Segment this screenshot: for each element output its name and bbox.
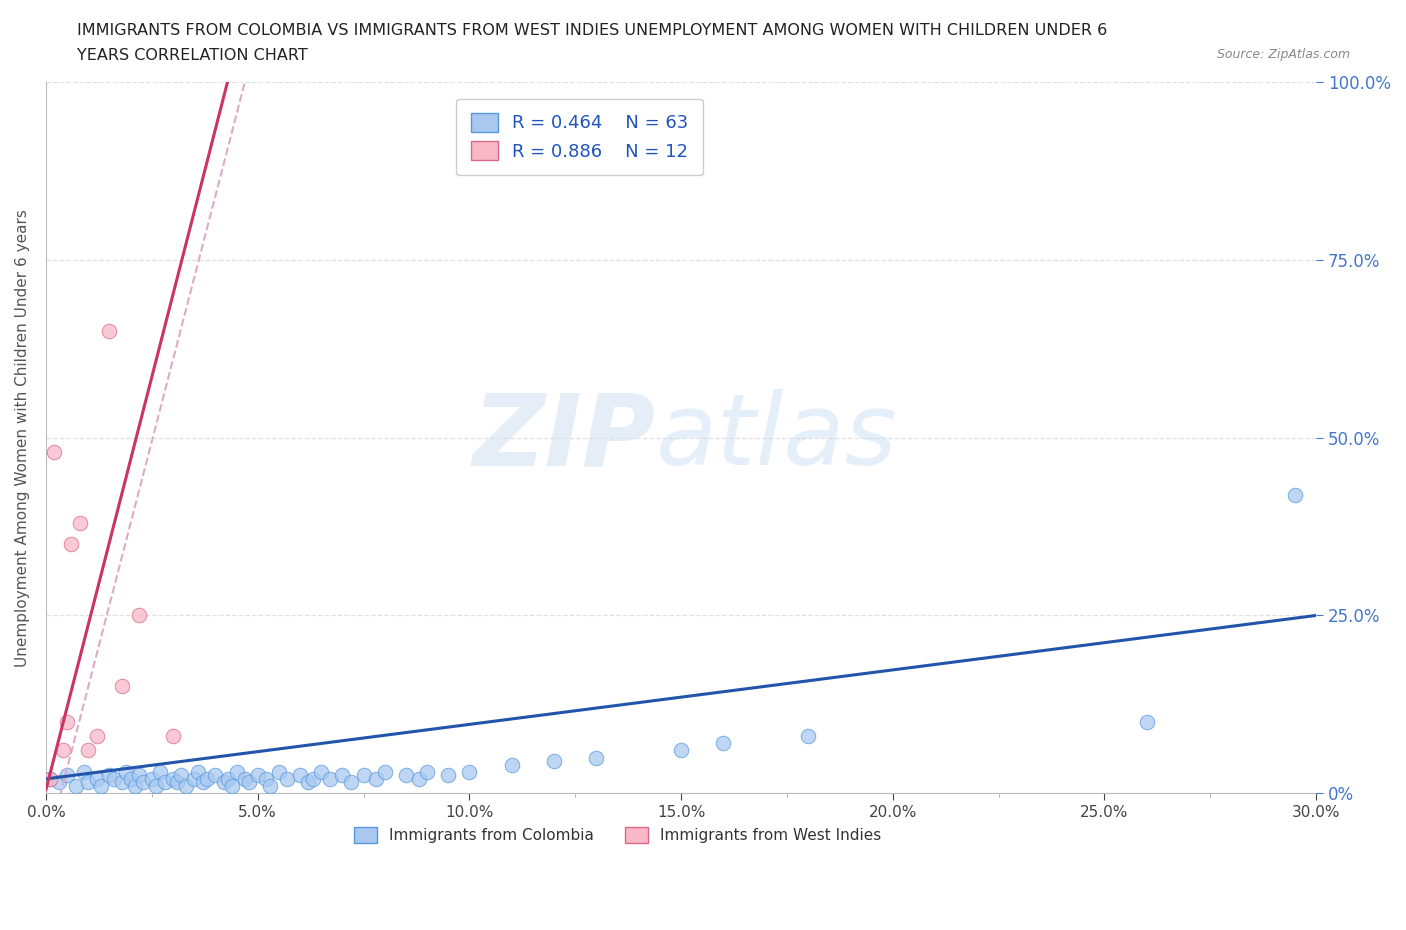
Point [39,772,62,787]
Point [297,775,319,790]
Point [44,445,66,459]
Point [221,778,243,793]
Point [288,768,311,783]
Point [60,537,83,551]
Y-axis label: Unemployment Among Women with Children Under 6 years: Unemployment Among Women with Children U… [15,209,30,667]
Point [713,736,735,751]
Point [212,775,235,790]
Point [111,775,134,790]
Point [543,753,565,768]
Point [183,772,205,787]
Point [166,775,188,790]
Point [204,768,226,783]
Point [233,772,256,787]
Point [149,764,172,779]
Point [128,768,150,783]
Text: atlas: atlas [655,390,897,486]
Point [585,751,607,765]
Point [1284,487,1306,502]
Point [77,775,100,790]
Point [374,764,396,779]
Text: IMMIGRANTS FROM COLOMBIA VS IMMIGRANTS FROM WEST INDIES UNEMPLOYMENT AMONG WOMEN: IMMIGRANTS FROM COLOMBIA VS IMMIGRANTS F… [77,23,1108,38]
Point [73,764,96,779]
Point [259,778,281,793]
Point [267,764,290,779]
Point [111,679,134,694]
Point [1136,714,1159,729]
Point [120,772,142,787]
Point [162,729,184,744]
Point [669,743,692,758]
Point [395,768,418,783]
Point [238,775,260,790]
Text: YEARS CORRELATION CHART: YEARS CORRELATION CHART [77,48,308,63]
Point [103,772,125,787]
Point [56,768,79,783]
Point [39,772,62,787]
Point [366,772,388,787]
Point [254,772,277,787]
Point [141,772,163,787]
Point [330,768,353,783]
Point [132,775,155,790]
Point [195,772,218,787]
Point [170,768,193,783]
Point [145,778,167,793]
Point [162,772,184,787]
Point [56,714,79,729]
Legend: Immigrants from Colombia, Immigrants from West Indies: Immigrants from Colombia, Immigrants fro… [347,821,887,849]
Text: ZIP: ZIP [472,390,655,486]
Point [340,775,363,790]
Point [309,764,332,779]
Point [86,772,108,787]
Point [353,768,375,783]
Text: Source: ZipAtlas.com: Source: ZipAtlas.com [1216,48,1350,61]
Point [128,608,150,623]
Point [65,778,87,793]
Point [191,775,214,790]
Point [69,515,91,530]
Point [501,757,523,772]
Point [225,764,247,779]
Point [86,729,108,744]
Point [416,764,439,779]
Point [301,772,323,787]
Point [98,324,121,339]
Point [187,764,209,779]
Point [52,743,75,758]
Point [174,778,197,793]
Point [90,778,112,793]
Point [98,768,121,783]
Point [48,775,70,790]
Point [77,743,100,758]
Point [318,772,340,787]
Point [797,729,820,744]
Point [437,768,460,783]
Point [276,772,298,787]
Point [115,764,138,779]
Point [217,772,239,787]
Point [153,775,176,790]
Point [458,764,481,779]
Point [246,768,269,783]
Point [408,772,430,787]
Point [124,778,146,793]
